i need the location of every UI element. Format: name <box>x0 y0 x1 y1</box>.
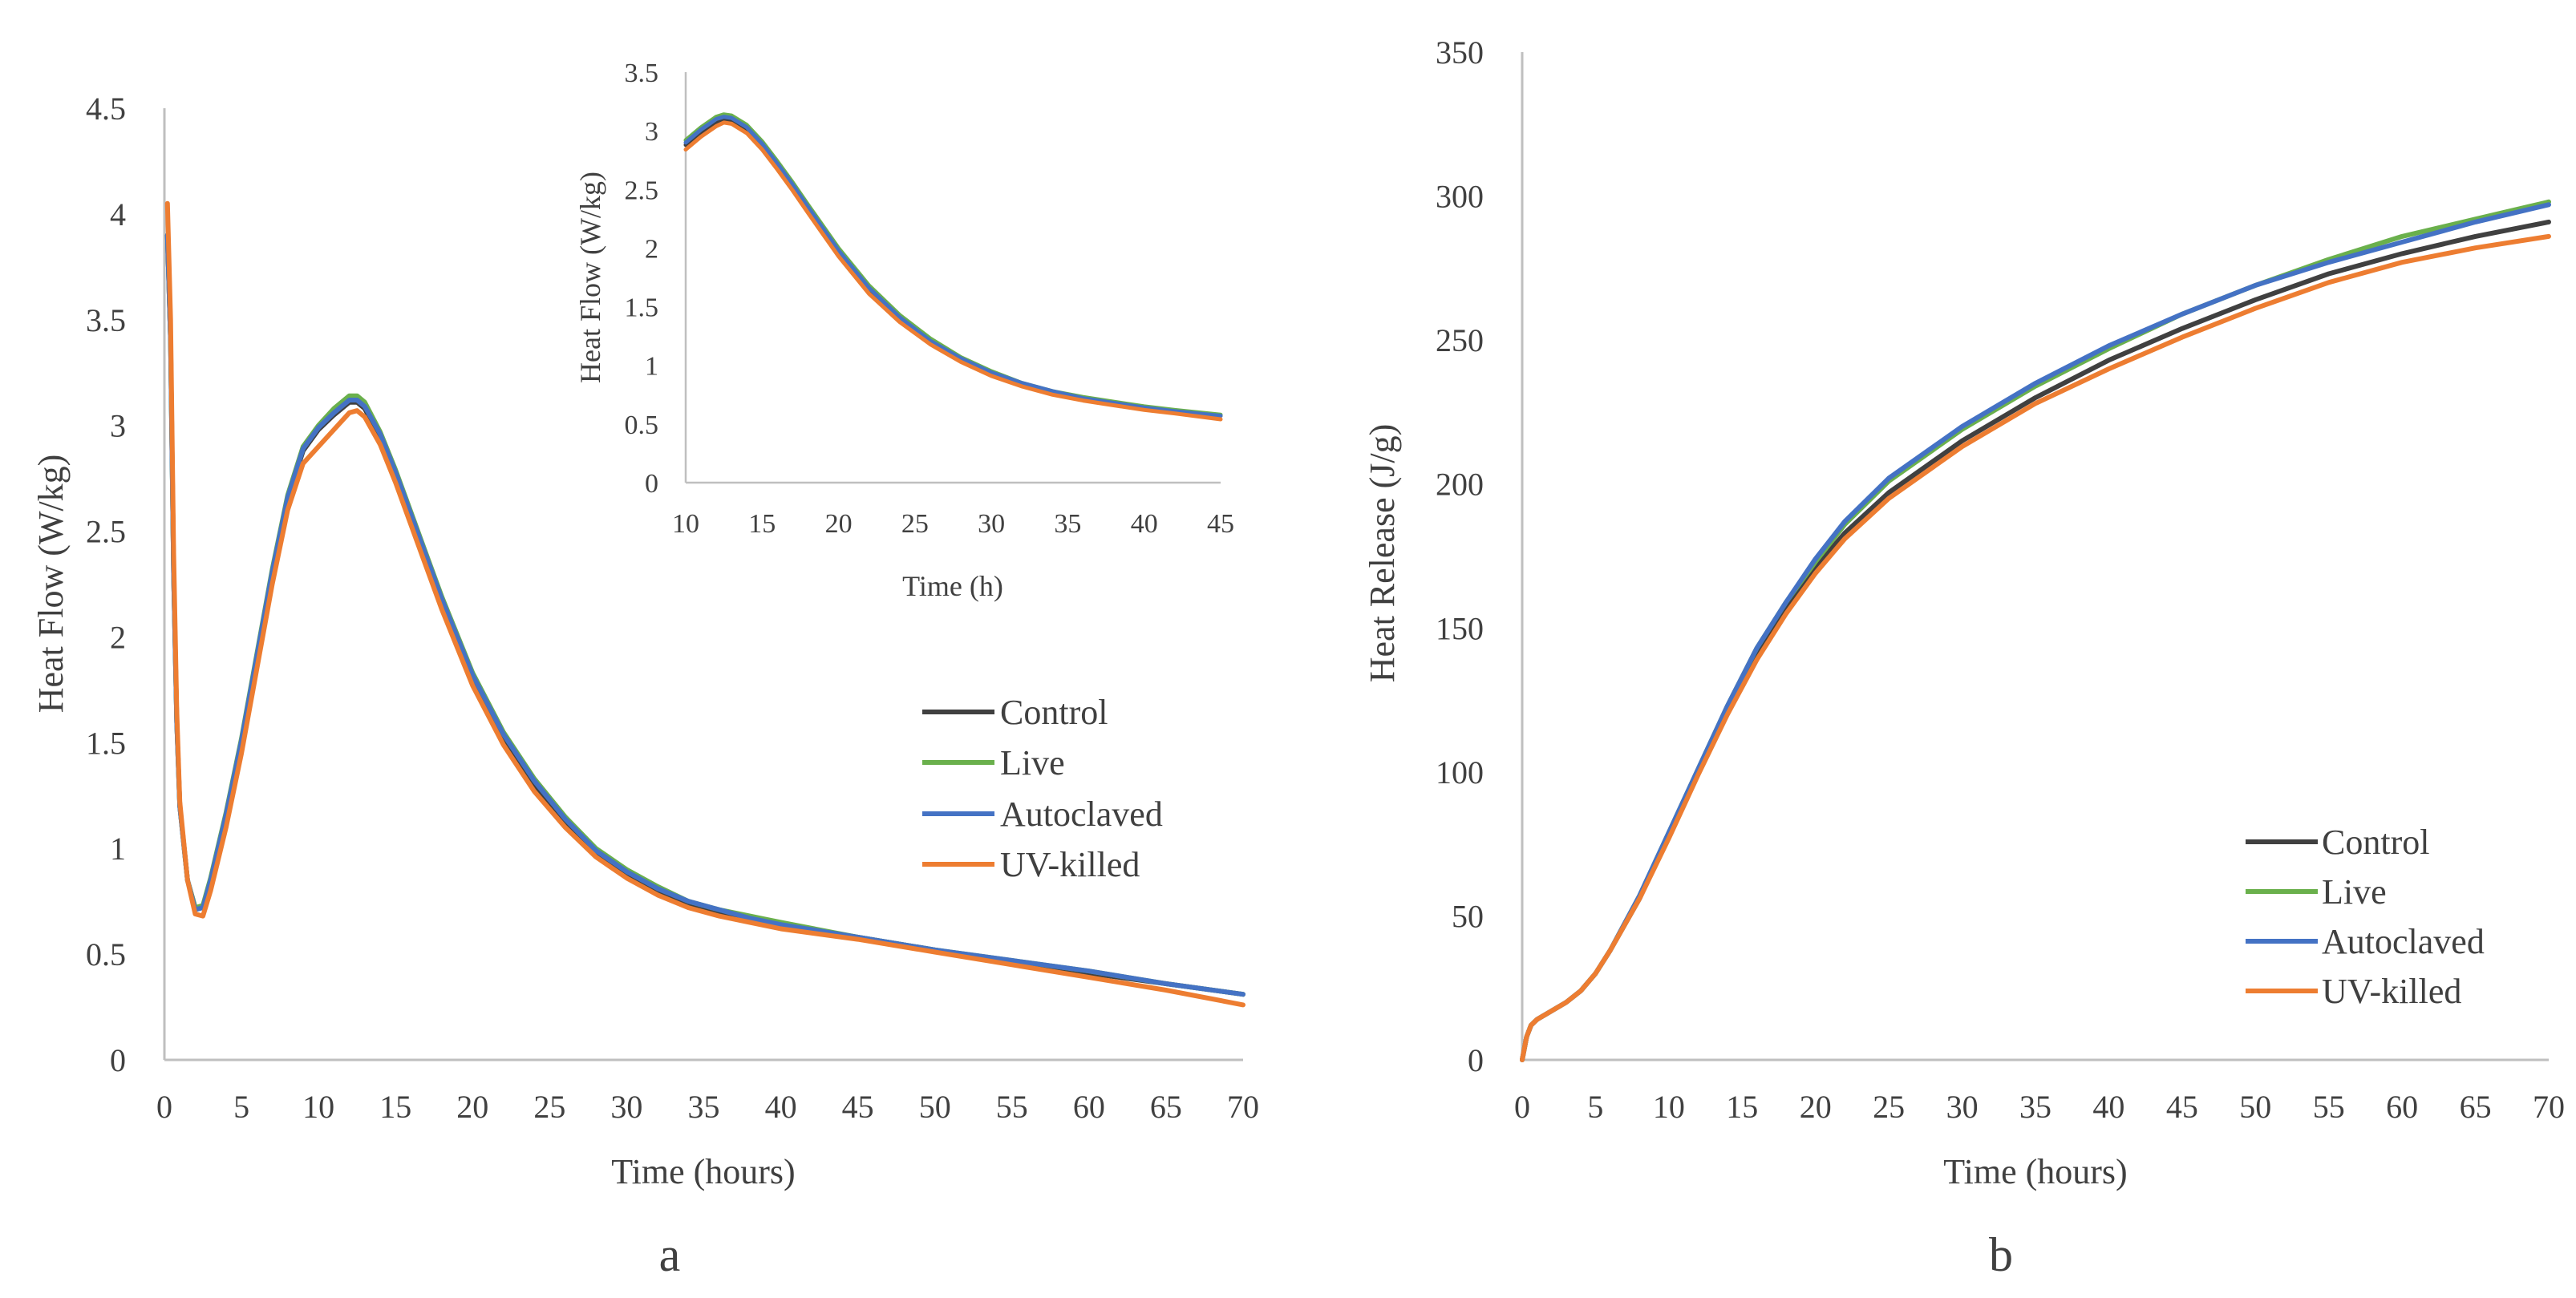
inset-x-tick-45: 45 <box>1207 509 1234 539</box>
chart-b-x-tick-5: 5 <box>1587 1089 1603 1125</box>
chart-a-y-tick-4: 4 <box>110 196 126 233</box>
legend-a-uv-killed-label: UV-killed <box>1000 845 1140 884</box>
chart-b-y-tick-0: 0 <box>1468 1042 1484 1078</box>
chart-a-series-autoclaved <box>164 233 1245 997</box>
inset-x-tick-20: 20 <box>825 509 853 539</box>
chart-a-legend: Control Live Autoclaved UV-killed <box>922 693 1163 884</box>
chart-b-series-uv-killed <box>1520 233 2551 1062</box>
chart-b-x-tick-35: 35 <box>2019 1089 2051 1125</box>
inset-x-tick-10: 10 <box>672 509 699 539</box>
legend-b-uv-killed-label: UV-killed <box>2322 972 2461 1011</box>
inset-x-axis-title: Time (h) <box>902 570 1003 602</box>
chart-b-x-tick-55: 55 <box>2313 1089 2345 1125</box>
inset-y-tick-2: 2 <box>645 234 658 264</box>
chart-a-y-tick-0: 0 <box>110 1042 126 1078</box>
chart-a-x-tick-20: 20 <box>456 1089 488 1125</box>
chart-b-x-tick-40: 40 <box>2092 1089 2124 1125</box>
chart-b-x-tick-45: 45 <box>2166 1089 2198 1125</box>
chart-a-x-tick-60: 60 <box>1073 1089 1105 1125</box>
chart-a-y-tick-3: 3 <box>110 408 126 444</box>
chart-b-y-tick-350: 350 <box>1436 34 1484 71</box>
chart-b-y-tick-300: 300 <box>1436 179 1484 215</box>
chart-a-x-tick-10: 10 <box>302 1089 334 1125</box>
legend-a-autoclaved-label: Autoclaved <box>1000 795 1163 834</box>
inset-x-tick-40: 40 <box>1131 509 1158 539</box>
chart-a-y-tick-2: 2 <box>110 619 126 655</box>
chart-a-x-tick-50: 50 <box>919 1089 951 1125</box>
chart-a-y-tick-0-5: 0.5 <box>86 936 126 972</box>
inset-y-tick-3-5: 3.5 <box>625 59 659 88</box>
chart-a-y-tick-4-5: 4.5 <box>86 91 126 127</box>
inset-y-tick-0-5: 0.5 <box>625 410 659 440</box>
chart-a-y-tick-1-5: 1.5 <box>86 725 126 761</box>
chart-a-x-tick-35: 35 <box>688 1089 720 1125</box>
chart-b-y-tick-50: 50 <box>1452 898 1484 934</box>
chart-a-series-uv-killed <box>164 200 1245 1008</box>
inset-y-tick-3: 3 <box>645 117 658 147</box>
chart-b-y-tick-250: 250 <box>1436 322 1484 358</box>
chart-a-inset: 10 15 20 25 30 35 40 45 0 0.5 1 1.5 2 2.5 3 3.5 Time (… <box>574 59 1234 602</box>
chart-b-x-tick-10: 10 <box>1653 1089 1685 1125</box>
inset-series-uv-killed <box>683 120 1223 422</box>
chart-b-y-axis-title: Heat Release (J/g) <box>1363 424 1402 683</box>
inset-x-tick-25: 25 <box>901 509 929 539</box>
legend-b-autoclaved-label: Autoclaved <box>2322 922 2485 961</box>
chart-b-x-tick-15: 15 <box>1726 1089 1758 1125</box>
inset-x-tick-35: 35 <box>1054 509 1081 539</box>
chart-b-x-tick-70: 70 <box>2533 1089 2565 1125</box>
inset-y-axis-title: Heat Flow (W/kg) <box>574 172 606 383</box>
chart-a-x-tick-40: 40 <box>765 1089 797 1125</box>
chart-b-x-tick-0: 0 <box>1514 1089 1530 1125</box>
chart-b-y-tick-200: 200 <box>1436 467 1484 503</box>
chart-a-x-tick-65: 65 <box>1150 1089 1182 1125</box>
chart-a-y-axis-title: Heat Flow (W/kg) <box>31 455 71 714</box>
legend-b-live-label: Live <box>2322 872 2387 912</box>
inset-y-tick-2-5: 2.5 <box>625 176 659 205</box>
chart-b-x-tick-50: 50 <box>2239 1089 2271 1125</box>
legend-a-live-label: Live <box>1000 743 1065 782</box>
chart-a-x-tick-0: 0 <box>156 1089 172 1125</box>
inset-y-tick-1-5: 1.5 <box>625 293 659 323</box>
chart-b-x-tick-65: 65 <box>2460 1089 2492 1125</box>
chart-a-y-tick-2-5: 2.5 <box>86 514 126 550</box>
chart-a-y-tick-1: 1 <box>110 831 126 867</box>
legend-a-control-label: Control <box>1000 693 1108 732</box>
chart-b-y-tick-150: 150 <box>1436 610 1484 646</box>
inset-series-live <box>683 112 1223 417</box>
chart-b: 0 5 10 15 20 25 30 35 40 45 50 55 60 65 70 0 50 100 150 20… <box>1363 34 2565 1281</box>
inset-series-autoclaved <box>683 115 1223 419</box>
chart-b-x-tick-20: 20 <box>1800 1089 1832 1125</box>
chart-b-y-tick-100: 100 <box>1436 754 1484 791</box>
panel-label-a: a <box>659 1228 681 1281</box>
chart-a-x-axis-title: Time (hours) <box>611 1152 795 1191</box>
chart-a-x-tick-25: 25 <box>533 1089 565 1125</box>
chart-a-y-tick-3-5: 3.5 <box>86 302 126 338</box>
inset-y-tick-0: 0 <box>645 469 658 499</box>
chart-a-x-tick-55: 55 <box>996 1089 1028 1125</box>
chart-b-x-axis-title: Time (hours) <box>1943 1152 2127 1191</box>
chart-a-x-tick-5: 5 <box>233 1089 249 1125</box>
chart-b-x-tick-60: 60 <box>2386 1089 2418 1125</box>
inset-x-tick-30: 30 <box>978 509 1005 539</box>
chart-a-x-tick-30: 30 <box>610 1089 642 1125</box>
panel-label-b: b <box>1989 1228 2013 1281</box>
inset-x-tick-15: 15 <box>748 509 776 539</box>
chart-b-x-tick-25: 25 <box>1873 1089 1905 1125</box>
inset-y-tick-1: 1 <box>645 352 658 382</box>
chart-a-x-tick-15: 15 <box>379 1089 411 1125</box>
chart-a-x-tick-70: 70 <box>1227 1089 1259 1125</box>
chart-b-legend: Control Live Autoclaved UV-killed <box>2246 823 2485 1011</box>
legend-b-control-label: Control <box>2322 823 2429 862</box>
chart-a: 0 5 10 15 20 25 30 35 40 45 50 55 60 65 70 00.511.522.… <box>31 59 1259 1281</box>
inset-series-control <box>683 117 1223 419</box>
chart-a-x-tick-45: 45 <box>842 1089 874 1125</box>
chart-b-x-tick-30: 30 <box>1946 1089 1979 1125</box>
